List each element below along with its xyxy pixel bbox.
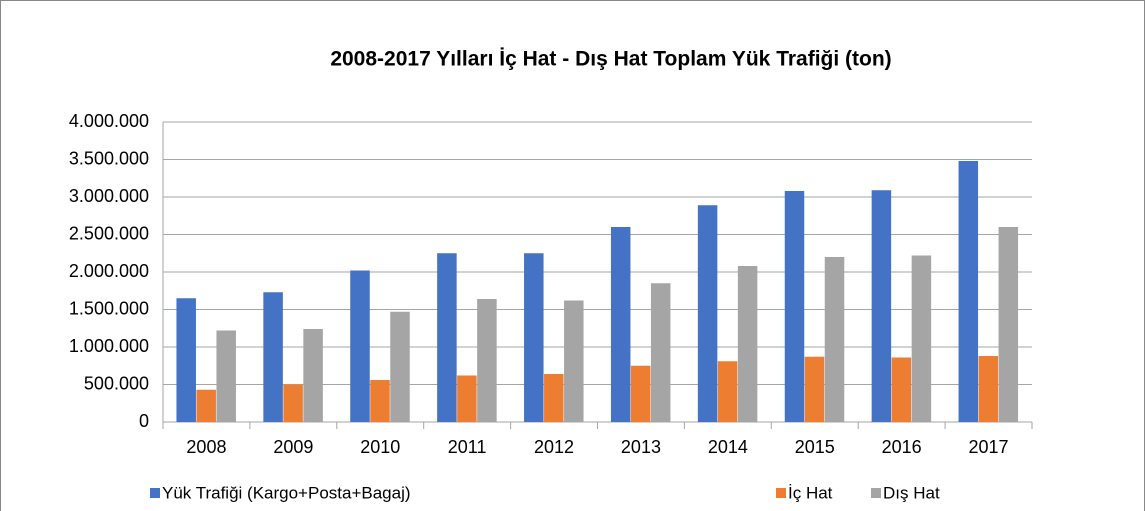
x-tick-label: 2010 <box>360 437 400 457</box>
bar <box>998 227 1019 422</box>
legend-label: İç Hat <box>788 483 833 502</box>
bar <box>650 283 671 422</box>
bar <box>871 190 892 422</box>
bar <box>216 330 236 422</box>
y-tick-label: 2.000.000 <box>69 261 149 281</box>
legend-swatch <box>871 488 881 498</box>
x-tick-label: 2013 <box>621 437 661 457</box>
bar <box>544 374 564 422</box>
bar <box>564 300 584 422</box>
x-tick-label: 2014 <box>708 437 748 457</box>
legend-label: Dış Hat <box>883 483 940 502</box>
bar <box>737 266 758 422</box>
chart-title: 2008-2017 Yılları İç Hat - Dış Hat Topla… <box>330 48 891 71</box>
y-tick-label: 3.500.000 <box>69 148 149 168</box>
bar <box>390 311 410 422</box>
bar <box>697 205 718 422</box>
x-tick-label: 2009 <box>273 437 313 457</box>
bar <box>610 227 631 422</box>
bar <box>263 292 283 422</box>
bar <box>978 356 999 422</box>
bar <box>911 255 932 422</box>
y-tick-label: 1.000.000 <box>69 336 149 356</box>
bar <box>524 253 544 422</box>
y-tick-label: 3.000.000 <box>69 186 149 206</box>
y-tick-label: 500.000 <box>84 373 149 393</box>
bar <box>303 329 323 422</box>
bar <box>176 298 196 422</box>
y-tick-label: 4.000.000 <box>69 111 149 131</box>
bar <box>891 357 912 422</box>
legend-swatch <box>776 488 786 498</box>
legend-swatch <box>150 488 160 498</box>
y-tick-label: 0 <box>139 411 149 431</box>
bar <box>196 389 216 422</box>
bar <box>283 384 303 422</box>
bar <box>437 253 457 422</box>
bar <box>457 375 477 422</box>
bar <box>370 380 390 422</box>
bar <box>630 365 651 422</box>
bar <box>350 270 370 422</box>
bar <box>804 356 825 422</box>
x-tick-label: 2016 <box>882 437 922 457</box>
y-tick-label: 2.500.000 <box>69 223 149 243</box>
x-tick-label: 2015 <box>795 437 835 457</box>
x-tick-label: 2011 <box>448 437 487 457</box>
x-tick-label: 2012 <box>534 437 574 457</box>
bar <box>477 299 497 422</box>
bar <box>824 257 845 422</box>
x-tick-label: 2008 <box>186 437 226 457</box>
bar <box>784 191 805 422</box>
y-tick-label: 1.500.000 <box>69 298 149 318</box>
bar <box>958 161 979 422</box>
x-tick-label: 2017 <box>969 437 1009 457</box>
bar <box>717 361 738 422</box>
legend-label: Yük Trafiği (Kargo+Posta+Bagaj) <box>162 483 411 502</box>
